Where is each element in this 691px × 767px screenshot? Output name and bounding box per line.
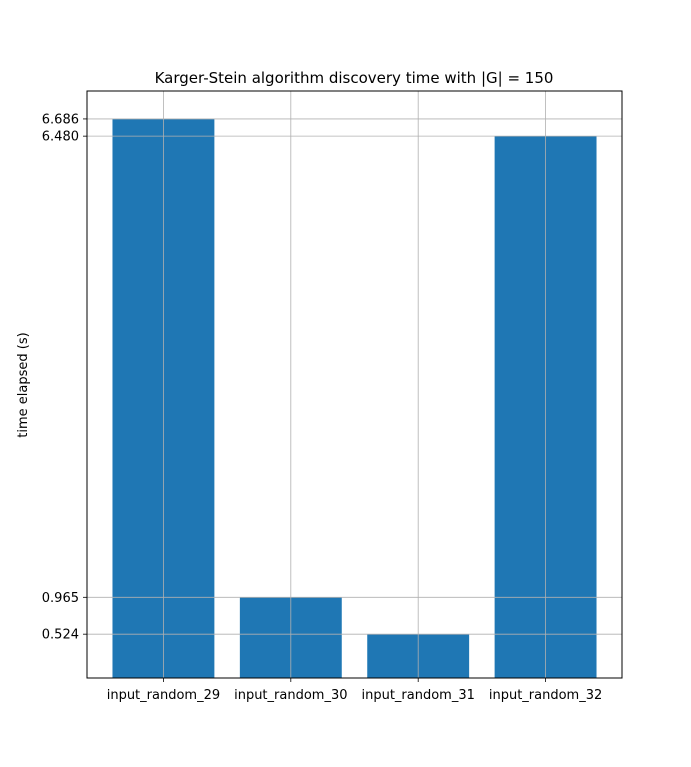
y-tick-label: 0.524 [42,628,79,643]
x-tick-label: input_random_29 [107,688,220,703]
grid-layer [87,91,622,678]
y-axis-label: time elapsed (s) [16,332,31,437]
y-tick-label: 6.686 [42,112,79,127]
y-tick-label: 6.480 [42,130,79,145]
x-tick-label: input_random_30 [234,688,347,703]
x-tick-label: input_random_31 [361,688,474,703]
plot-border [86,90,623,679]
chart-title: Karger-Stein algorithm discovery time wi… [155,69,554,87]
ticks-layer: input_random_29 input_random_30 input_rand… [42,112,602,703]
y-tick-label: 0.965 [42,591,79,606]
bars-layer [112,118,597,679]
plot-frame [86,90,623,679]
x-tick-label: input_random_32 [489,688,602,703]
